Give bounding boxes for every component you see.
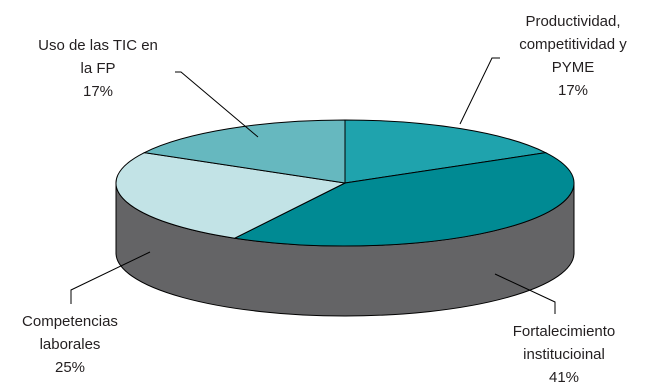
leader-line-fortalecimiento [494, 273, 556, 314]
pie-slice-productividad [344, 119, 548, 184]
slice-label-competencias: Competencias [22, 313, 118, 330]
leader-line-productividad [459, 57, 500, 125]
pie-slice-uso-tic [142, 119, 346, 184]
slice-label-competencias: laborales [40, 336, 101, 353]
slice-label-productividad: competitividad y [519, 36, 627, 53]
pie-slices [115, 119, 575, 247]
slice-label-uso-tic: Uso de las TIC en [38, 37, 158, 54]
pie-slice-fortalecimiento [233, 152, 575, 247]
value-label-fortalecimiento: 41% [549, 369, 579, 386]
value-label-competencias: 25% [55, 359, 85, 376]
slice-label-productividad: Productividad, [525, 13, 620, 30]
slice-labels: Productividad, competitividad y PYME 17% For… [22, 13, 627, 386]
pie-slice-competencias [115, 152, 347, 239]
value-label-productividad: 17% [558, 82, 588, 99]
leader-line-uso-tic [175, 71, 259, 138]
value-label-uso-tic: 17% [83, 83, 113, 100]
leader-line-competencias [70, 251, 151, 304]
slice-label-fortalecimiento: Fortalecimiento [513, 323, 616, 340]
leader-lines [70, 57, 556, 314]
slice-label-productividad: PYME [552, 59, 595, 76]
slice-label-uso-tic: la FP [80, 60, 115, 77]
slice-label-fortalecimiento: institucioinal [523, 346, 605, 363]
